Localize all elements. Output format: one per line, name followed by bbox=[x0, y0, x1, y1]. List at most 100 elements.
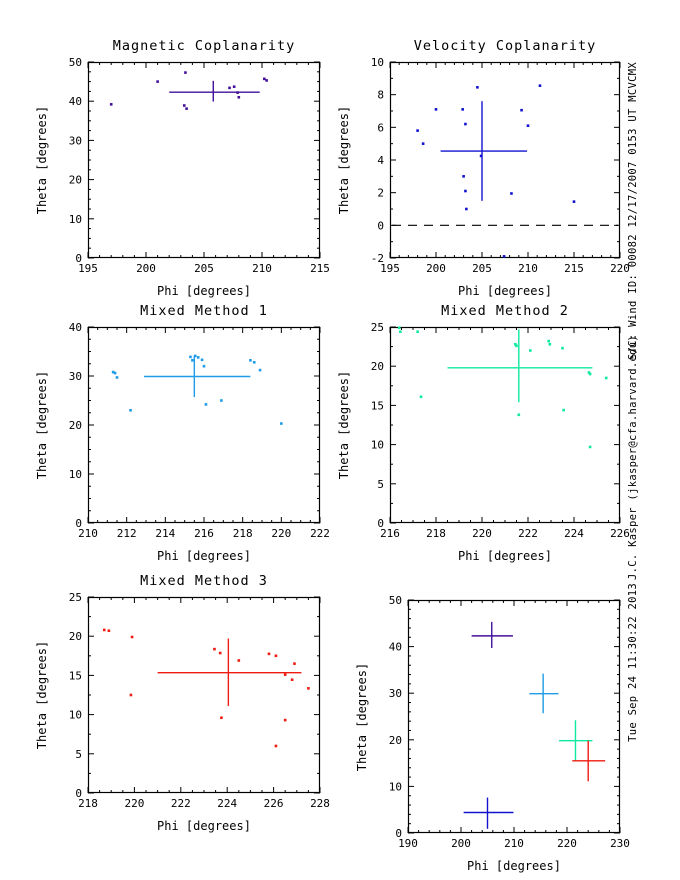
data-point bbox=[520, 108, 523, 112]
plot-title: Mixed Method 3 bbox=[140, 573, 268, 589]
data-point bbox=[252, 360, 256, 364]
data-point bbox=[182, 104, 186, 107]
svg-text:205: 205 bbox=[472, 262, 492, 275]
svg-text:220: 220 bbox=[557, 837, 577, 850]
data-point bbox=[548, 342, 552, 346]
data-point bbox=[191, 359, 194, 362]
data-point bbox=[258, 368, 262, 372]
data-point bbox=[109, 103, 113, 106]
data-point bbox=[588, 445, 592, 449]
svg-text:20: 20 bbox=[371, 360, 384, 373]
svg-text:0: 0 bbox=[395, 827, 402, 840]
data-point bbox=[232, 85, 236, 88]
svg-text:220: 220 bbox=[610, 262, 630, 275]
data-point bbox=[510, 192, 513, 195]
y-axis-label: Theta [degrees] bbox=[35, 105, 49, 215]
data-point bbox=[293, 662, 296, 665]
data-point bbox=[479, 154, 483, 158]
data-point bbox=[237, 659, 241, 662]
svg-text:220: 220 bbox=[124, 797, 144, 810]
data-point bbox=[517, 413, 521, 417]
data-point bbox=[399, 330, 402, 334]
mixed-method-3-canvas: 218 220 222 224 226 228 0 5 10 15 20 25 bbox=[69, 591, 330, 810]
svg-text:10: 10 bbox=[371, 56, 384, 69]
data-point bbox=[185, 107, 188, 110]
svg-text:205: 205 bbox=[194, 262, 214, 275]
svg-text:10: 10 bbox=[389, 780, 402, 793]
svg-text:15: 15 bbox=[69, 669, 82, 682]
svg-text:210: 210 bbox=[252, 262, 272, 275]
svg-text:15: 15 bbox=[371, 399, 384, 412]
data-point bbox=[228, 86, 231, 90]
svg-text:218: 218 bbox=[426, 527, 446, 540]
data-point bbox=[476, 86, 479, 89]
svg-text:2: 2 bbox=[377, 187, 384, 200]
svg-text:215: 215 bbox=[310, 262, 330, 275]
data-point bbox=[587, 371, 591, 374]
svg-text:195: 195 bbox=[380, 262, 400, 275]
data-point bbox=[461, 108, 464, 111]
svg-text:218: 218 bbox=[233, 527, 253, 540]
data-point bbox=[115, 376, 119, 379]
data-point bbox=[263, 77, 266, 81]
svg-text:5: 5 bbox=[377, 478, 384, 491]
svg-text:224: 224 bbox=[217, 797, 237, 810]
svg-text:195: 195 bbox=[78, 262, 98, 275]
data-point bbox=[280, 422, 283, 425]
data-point bbox=[561, 346, 564, 350]
svg-text:30: 30 bbox=[69, 370, 82, 383]
svg-text:50: 50 bbox=[69, 56, 82, 69]
annotation-event-id: S/C: Wind ID: 00082 12/17/2007 0153 UT M… bbox=[627, 62, 639, 360]
data-point bbox=[218, 651, 222, 655]
data-point bbox=[129, 693, 133, 697]
magnetic-coplanarity-canvas: 195 200 205 210 215 0 10 20 30 40 50 bbox=[69, 56, 330, 275]
svg-text:10: 10 bbox=[69, 468, 82, 481]
data-point bbox=[515, 344, 518, 348]
data-point bbox=[220, 399, 223, 402]
data-point bbox=[274, 654, 278, 658]
data-point bbox=[204, 403, 208, 406]
data-point bbox=[113, 371, 117, 375]
data-point bbox=[265, 79, 268, 82]
data-point bbox=[107, 629, 111, 633]
svg-text:190: 190 bbox=[398, 837, 418, 850]
data-point bbox=[529, 349, 532, 352]
svg-text:216: 216 bbox=[380, 527, 400, 540]
svg-text:10: 10 bbox=[69, 213, 82, 226]
y-axis-label: Theta [degrees] bbox=[337, 105, 351, 215]
x-axis-label: Phi [degrees] bbox=[157, 284, 251, 298]
x-axis-label: Phi [degrees] bbox=[157, 549, 251, 563]
plot-mixed-method-2: 216 218 220 222 224 226 0 5 10 15 20 25 Mixed Metho… bbox=[337, 303, 630, 563]
svg-text:222: 222 bbox=[310, 527, 330, 540]
svg-text:10: 10 bbox=[371, 439, 384, 452]
data-point bbox=[111, 370, 115, 374]
data-point bbox=[464, 189, 467, 193]
svg-text:230: 230 bbox=[610, 837, 630, 850]
x-axis-label: Phi [degrees] bbox=[467, 859, 561, 873]
svg-text:4: 4 bbox=[377, 154, 384, 167]
svg-text:228: 228 bbox=[310, 797, 330, 810]
svg-text:218: 218 bbox=[78, 797, 98, 810]
data-point bbox=[547, 339, 550, 343]
svg-text:30: 30 bbox=[69, 134, 82, 147]
x-axis-label: Phi [degrees] bbox=[157, 819, 251, 833]
data-point bbox=[202, 364, 206, 368]
data-point bbox=[194, 354, 197, 358]
svg-text:216: 216 bbox=[194, 527, 214, 540]
svg-text:0: 0 bbox=[75, 787, 82, 800]
data-point bbox=[526, 124, 530, 127]
svg-text:20: 20 bbox=[69, 419, 82, 432]
annotation-timestamp: Tue Sep 24 11:30:22 2013 bbox=[627, 583, 639, 742]
svg-text:40: 40 bbox=[389, 641, 402, 654]
svg-text:210: 210 bbox=[78, 527, 98, 540]
svg-text:220: 220 bbox=[472, 527, 492, 540]
svg-text:212: 212 bbox=[117, 527, 137, 540]
data-point bbox=[514, 342, 517, 346]
plot-title: Velocity Coplanarity bbox=[413, 38, 597, 54]
data-point bbox=[421, 142, 425, 145]
data-point bbox=[604, 376, 608, 380]
svg-text:0: 0 bbox=[377, 219, 384, 232]
svg-text:220: 220 bbox=[271, 527, 291, 540]
velocity-coplanarity-canvas: 195 200 205 210 215 220 -2 0 2 4 6 8 10 bbox=[371, 56, 630, 275]
svg-text:8: 8 bbox=[377, 89, 384, 102]
